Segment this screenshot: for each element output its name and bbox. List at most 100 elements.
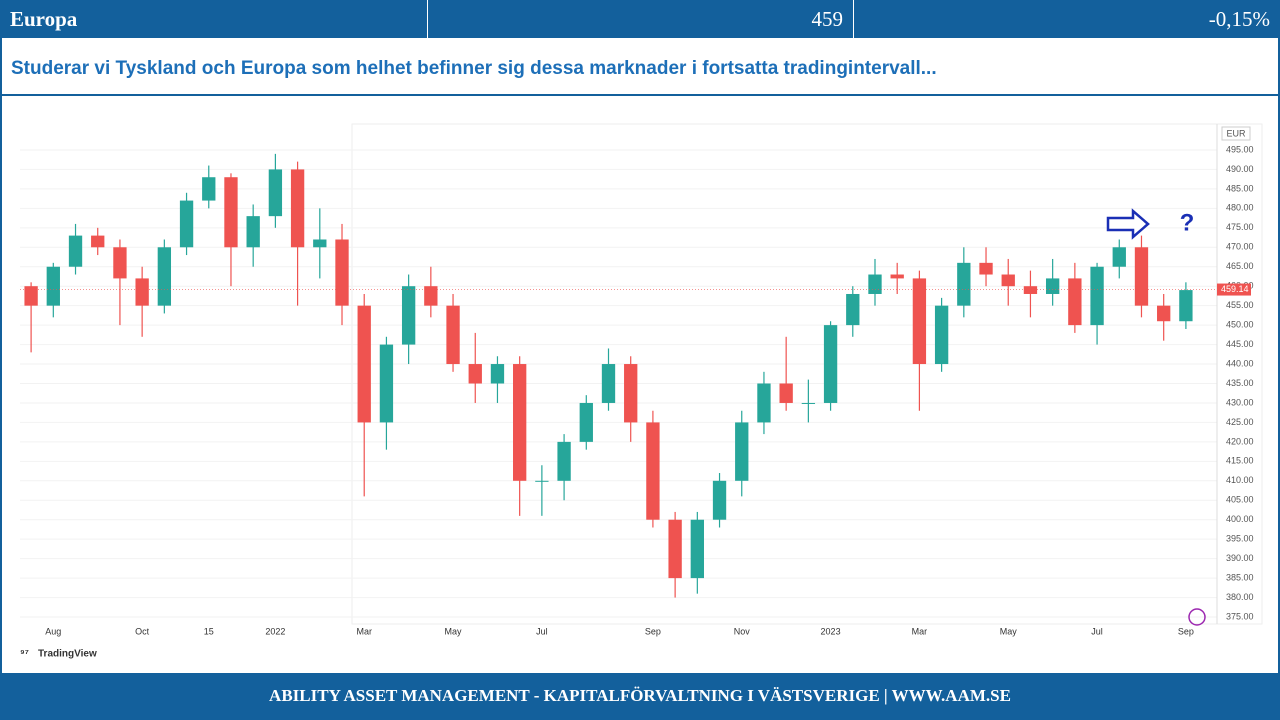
- subtitle-box: Studerar vi Tyskland och Europa som helh…: [2, 38, 1278, 95]
- candle-body: [1090, 266, 1104, 326]
- chart-box: EUR TradingView ⁹⁷ ? 375.00 380.00 385.00 3…: [2, 96, 1278, 673]
- annotation-arrow: [1106, 208, 1150, 240]
- candle-body: [1001, 274, 1015, 287]
- last-price-label: 459.14: [1221, 284, 1249, 294]
- candle-body: [1045, 278, 1060, 294]
- header-change: -0,15%: [1208, 7, 1270, 31]
- source: TradingView: [38, 649, 97, 660]
- x-tick-label: Nov: [734, 626, 751, 636]
- y-tick-label: 480.00: [1226, 203, 1254, 213]
- footer: ABILITY ASSET MANAGEMENT - KAPITALFÖRVAL…: [269, 686, 1011, 705]
- candle-body: [468, 364, 482, 384]
- y-tick-label: 425.00: [1226, 417, 1254, 427]
- y-tick-label: 465.00: [1226, 261, 1254, 271]
- x-tick-label: Aug: [45, 626, 61, 636]
- candle-body: [1068, 278, 1082, 326]
- source-logo: ⁹⁷: [20, 649, 29, 660]
- x-tick-label: 2023: [821, 626, 841, 636]
- candle-body: [624, 364, 638, 423]
- x-tick-label: Sep: [1178, 626, 1194, 636]
- y-tick-label: 410.00: [1226, 475, 1254, 485]
- candle-body: [1023, 286, 1038, 294]
- header-title: Europa: [10, 7, 78, 31]
- y-tick-label: 390.00: [1226, 553, 1254, 563]
- candle-body: [24, 286, 38, 306]
- candle-body: [313, 239, 327, 248]
- candle-body: [1112, 247, 1126, 267]
- candle-body: [735, 422, 749, 481]
- x-tick-label: Sep: [645, 626, 661, 636]
- y-tick-label: 475.00: [1226, 222, 1254, 232]
- last-price-box: [1217, 283, 1251, 296]
- candle-body: [801, 402, 816, 404]
- chart: EUR TradingView ⁹⁷ ? 375.00 380.00 385.00 3…: [20, 123, 1263, 660]
- subtitle: Studerar vi Tyskland och Europa som helh…: [11, 58, 937, 79]
- annotation: ?: [1180, 209, 1195, 236]
- candle-body: [957, 262, 971, 306]
- candle-body: [912, 278, 927, 365]
- candle-body: [513, 364, 527, 481]
- y-tick-label: 490.00: [1226, 164, 1254, 174]
- y-tick-label: 485.00: [1226, 183, 1254, 193]
- candle-body: [535, 480, 549, 482]
- x-tick-label: 15: [204, 626, 214, 636]
- y-tick-label: 455.00: [1226, 300, 1254, 310]
- candle-body: [1134, 247, 1149, 306]
- y-tick-label: 405.00: [1226, 495, 1254, 505]
- y-tick-label: 420.00: [1226, 436, 1254, 446]
- x-tick-label: Jul: [536, 626, 548, 636]
- x-tick-label: Jul: [1091, 626, 1103, 636]
- y-tick-label: 415.00: [1226, 456, 1254, 466]
- candle-body: [1157, 305, 1171, 322]
- candle-body: [157, 247, 172, 306]
- y-tick-label: 440.00: [1226, 358, 1254, 368]
- y-tick-label: 380.00: [1226, 592, 1254, 602]
- currency: EUR: [1226, 128, 1246, 138]
- y-tick-label: 430.00: [1226, 397, 1254, 407]
- y-tick-label: 395.00: [1226, 534, 1254, 544]
- x-tick-label: May: [1000, 626, 1018, 636]
- y-tick-label: 450.00: [1226, 319, 1254, 329]
- candle-body: [357, 305, 371, 423]
- candle-body: [557, 441, 571, 481]
- y-tick-label: 435.00: [1226, 378, 1254, 388]
- candle-body: [246, 216, 260, 248]
- candle-body: [979, 262, 993, 275]
- currency-box: [1221, 126, 1251, 141]
- y-tick-label: 470.00: [1226, 242, 1254, 252]
- candle-body: [335, 239, 349, 306]
- x-tick-label: 2022: [265, 626, 285, 636]
- candle-body: [113, 247, 127, 279]
- y-tick-label: 445.00: [1226, 339, 1254, 349]
- y-tick-label: 385.00: [1226, 572, 1254, 582]
- separator: [853, 0, 854, 38]
- candle-body: [268, 169, 283, 217]
- candle-body: [424, 286, 438, 306]
- candle-body: [490, 364, 505, 384]
- candle-body: [290, 169, 305, 248]
- x-tick-label: Oct: [135, 626, 150, 636]
- candle-body: [91, 235, 105, 248]
- candle-body: [934, 305, 949, 365]
- candle-body: [868, 274, 882, 294]
- candle-body: [68, 235, 83, 267]
- candle-body: [601, 364, 616, 403]
- y-tick-label: 495.00: [1226, 144, 1254, 154]
- candle-body: [757, 383, 771, 423]
- candle-body: [890, 274, 904, 279]
- plot-area: [351, 123, 1263, 625]
- candle-body: [401, 286, 416, 345]
- candle-body: [46, 266, 60, 306]
- icon: [1188, 608, 1206, 626]
- candle-body: [1179, 290, 1193, 322]
- candle-body: [846, 293, 860, 326]
- candle-body: [579, 402, 593, 442]
- candle-body: [224, 177, 238, 248]
- candle-body: [135, 278, 149, 306]
- candle-body: [179, 200, 194, 248]
- candle-body: [823, 325, 838, 403]
- y-tick-label: 400.00: [1226, 514, 1254, 524]
- candle-body: [690, 519, 704, 579]
- y-tick-label: 375.00: [1226, 611, 1254, 621]
